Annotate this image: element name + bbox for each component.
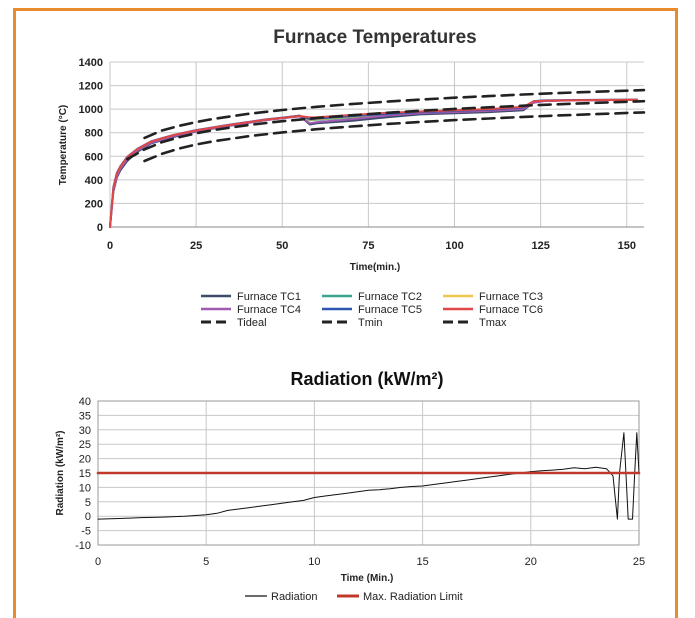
x-tick-label: 20 <box>525 556 537 568</box>
x-tick-label: 150 <box>618 240 636 252</box>
y-tick-label: 10 <box>79 482 91 494</box>
y-tick-label: 0 <box>85 511 91 523</box>
x-tick-label: 50 <box>276 240 288 252</box>
x-tick-label: 10 <box>308 556 320 568</box>
y-tick-label: 15 <box>79 468 91 480</box>
y-tick-label: 1200 <box>79 81 103 93</box>
x-tick-label: 0 <box>95 556 101 568</box>
legend-label: Tmin <box>358 317 382 329</box>
x-tick-label: 75 <box>362 240 374 252</box>
series-line-tmin <box>143 111 646 163</box>
legend-label: Furnace TC1 <box>237 291 301 303</box>
chart1-xlabel: Time(min.) <box>350 262 400 273</box>
chart1-ylabel: Temperature (°C) <box>58 105 69 186</box>
y-tick-label: 25 <box>79 439 91 451</box>
y-tick-label: 600 <box>85 151 103 163</box>
chart1-legend: Furnace TC1 Furnace TC2 Furnace TC3Furnace… <box>201 291 543 329</box>
x-tick-label: 5 <box>203 556 209 568</box>
x-tick-label: 0 <box>107 240 113 252</box>
legend-label: Tmax <box>479 317 507 329</box>
chart2-xlabel: Time (Min.) <box>341 573 394 584</box>
y-tick-label: 400 <box>85 175 103 187</box>
chart1-plot: 0 200 400 600 800 1000 1200 1400 0 25 50 75 100 125 15… <box>79 57 646 252</box>
chart1-title: Furnace Temperatures <box>273 27 476 48</box>
x-tick-label: 25 <box>633 556 645 568</box>
series-line-radiation <box>97 432 640 520</box>
series-line-furnace-tc6 <box>109 98 639 228</box>
y-tick-label: -5 <box>81 526 91 538</box>
x-tick-label: 100 <box>445 240 463 252</box>
legend-label: Tideal <box>237 317 267 329</box>
series-line-furnace-tc1 <box>109 98 639 228</box>
y-tick-label: 5 <box>85 497 91 509</box>
y-tick-label: 20 <box>79 454 91 466</box>
y-tick-label: 0 <box>97 222 103 234</box>
legend-label: Radiation <box>271 591 317 603</box>
x-tick-label: 25 <box>190 240 202 252</box>
chart2-plot: -10 -5 0 5 10 15 20 25 30 35 40 0 5 10 15 20 25 <box>75 396 645 568</box>
legend-label: Furnace TC4 <box>237 304 301 316</box>
series-line-tideal <box>125 99 646 161</box>
chart2-legend: Radiation Max. Radiation Limit <box>245 591 463 603</box>
y-tick-label: 30 <box>79 425 91 437</box>
y-tick-label: 800 <box>85 128 103 140</box>
y-tick-label: 40 <box>79 396 91 408</box>
x-tick-label: 125 <box>531 240 549 252</box>
legend-label: Furnace TC3 <box>479 291 543 303</box>
y-tick-label: 1400 <box>79 57 103 69</box>
chart2-ylabel: Radiation (kW/m²) <box>55 431 66 516</box>
chart2-title: Radiation (kW/m²) <box>291 369 444 389</box>
series-line-tmax <box>143 88 646 140</box>
legend-label: Max. Radiation Limit <box>363 591 463 603</box>
y-tick-label: 200 <box>85 198 103 210</box>
y-tick-label: 1000 <box>79 104 103 116</box>
legend-label: Furnace TC5 <box>358 304 422 316</box>
y-tick-label: -10 <box>75 540 91 552</box>
legend-label: Furnace TC2 <box>358 291 422 303</box>
legend-label: Furnace TC6 <box>479 304 543 316</box>
x-tick-label: 15 <box>416 556 428 568</box>
y-tick-label: 35 <box>79 410 91 422</box>
